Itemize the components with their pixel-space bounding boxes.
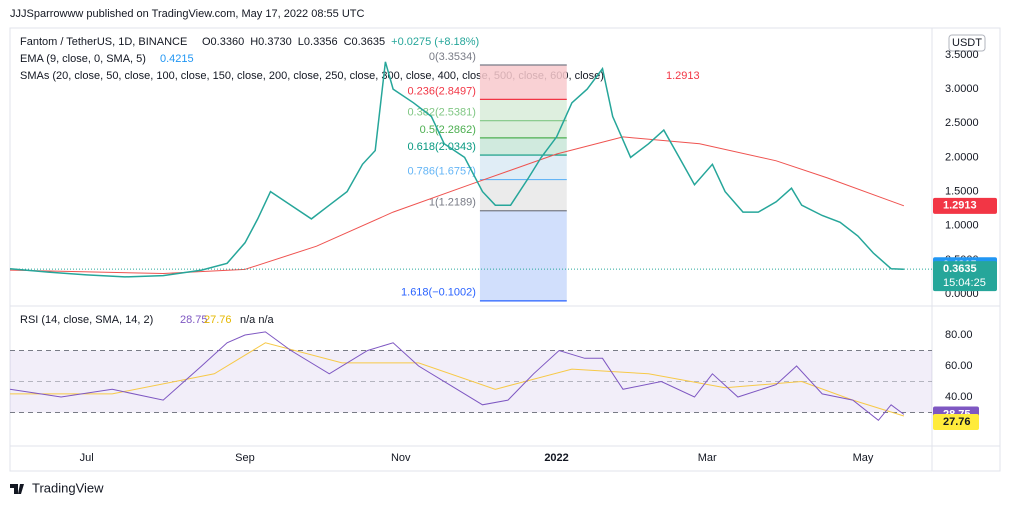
rsi-tick: 40.00 (945, 391, 973, 403)
fib-zone (479, 65, 567, 100)
fib-label: 1(1.2189) (429, 197, 476, 209)
price-line (9, 61, 904, 278)
fib-label: 0.236(2.8497) (407, 85, 476, 97)
price-tick: 3.5000 (945, 49, 979, 61)
sma-value: 1.2913 (666, 70, 700, 82)
rsi-tick: 80.00 (945, 329, 973, 341)
footer: TradingView (32, 480, 104, 495)
fib-label: 0.786(1.6757) (407, 165, 476, 177)
rsi-badge (933, 413, 979, 430)
fib-label: 0(3.3534) (429, 51, 476, 63)
price-badge-label: 1.2913 (943, 200, 977, 212)
logo (10, 484, 24, 494)
price-tick: 3.0000 (945, 83, 979, 95)
time-tick: Jul (80, 452, 94, 464)
time-tick: 2022 (544, 452, 568, 464)
rsi-tick: 60.00 (945, 360, 973, 372)
time-tick: Mar (698, 452, 717, 464)
fib-zone (479, 179, 567, 211)
fib-label: 0.5(2.2862) (420, 124, 476, 136)
fib-zone (479, 137, 567, 156)
rsi-ma-value: 27.76 (204, 314, 232, 326)
currency[interactable]: USDT (952, 37, 982, 49)
ohlc-value: H0.3730 (250, 36, 292, 48)
price-badge (933, 261, 997, 292)
ema-value: 0.4215 (160, 53, 194, 65)
currency-button[interactable] (948, 34, 986, 52)
countdown: 15:04:25 (943, 277, 986, 289)
rsi-label: RSI (14, close, SMA, 14, 2) (20, 314, 153, 326)
ema-label: EMA (9, close, 0, SMA, 5) (20, 53, 146, 65)
fib-label: 0.382(2.5381) (407, 107, 476, 119)
publisher: JJJSparrowww published on TradingView.co… (10, 8, 364, 20)
price-badge (933, 197, 997, 214)
price-tick: 2.0000 (945, 151, 979, 163)
price-badge-label: 0.3635 (943, 263, 977, 275)
ohlc-value: L0.3356 (298, 36, 338, 48)
rsi-line (9, 331, 905, 421)
frame (9, 27, 1001, 472)
fib-label: 1.618(−0.1002) (401, 287, 476, 299)
time-tick: Nov (391, 452, 411, 464)
ohlc-value: C0.3635 (344, 36, 386, 48)
time-tick: Sep (235, 452, 255, 464)
sma-label: SMAs (20, close, 50, close, 100, close, … (20, 70, 604, 82)
rsi-ma-line (10, 342, 905, 417)
rsi-value: 28.75 (180, 314, 208, 326)
price-tick: 1.0000 (945, 220, 979, 232)
fib-zone (479, 99, 567, 121)
fib-zone (479, 120, 567, 138)
legend-symbol: Fantom / TetherUS, 1D, BINANCE (20, 36, 187, 48)
price-tick: 1.5000 (945, 185, 979, 197)
fib-zone (479, 155, 567, 180)
ohlc-value: +0.0275 (+8.18%) (391, 36, 479, 48)
rsi-badge-label: 27.76 (943, 416, 971, 428)
sma-line (9, 136, 905, 275)
ohlc-value: O0.3360 (202, 36, 244, 48)
rsi-na: n/a n/a (240, 314, 275, 326)
fib-label: 0.618(2.0343) (407, 141, 476, 153)
fib-zone (479, 210, 567, 301)
price-tick: 2.5000 (945, 117, 979, 129)
time-tick: May (853, 452, 874, 464)
